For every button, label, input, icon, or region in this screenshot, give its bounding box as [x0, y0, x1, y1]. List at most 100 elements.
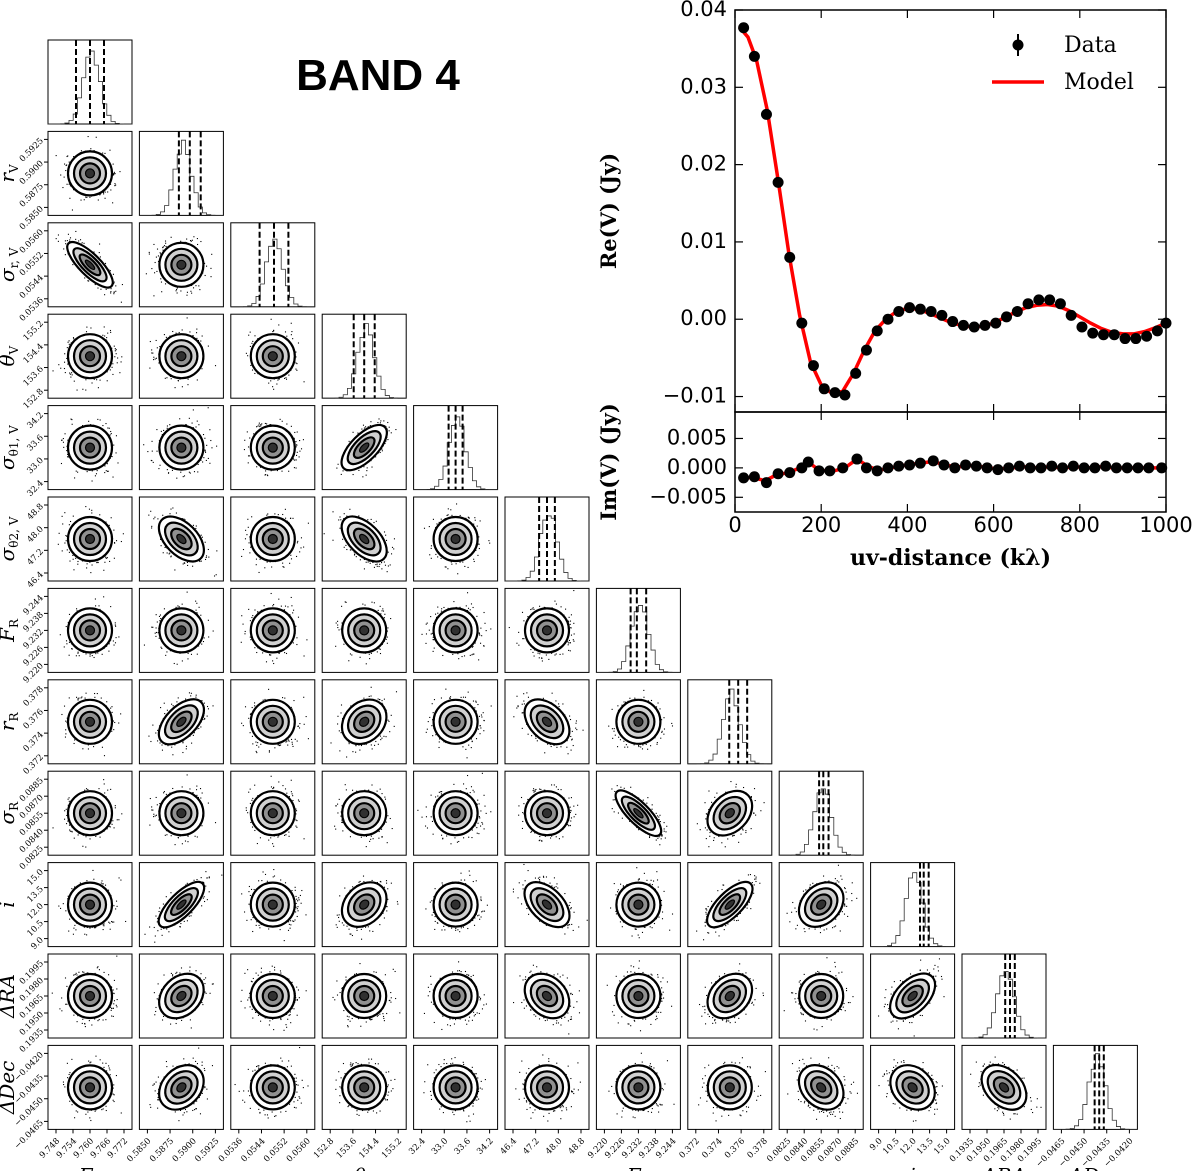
- corner-panel-sigma_theta2_V-vs-sigma_theta1_V: [413, 496, 499, 582]
- data-point: [829, 387, 841, 399]
- corner-panel-r_V-vs-r_V: [138, 130, 224, 216]
- data-point: [760, 108, 772, 120]
- corner-panel-F_R-vs-r_V: [138, 587, 224, 673]
- contour-core: [176, 351, 187, 362]
- corner-panel-sigma_R-vs-sigma_theta2_V: [504, 770, 590, 856]
- x-tick-label: 10.5: [881, 1136, 901, 1156]
- y-tick-label: 0.5900: [18, 159, 46, 187]
- contour-core: [907, 1082, 918, 1093]
- y-tick-label: 152.8: [22, 387, 46, 411]
- y-tick-label: 33.6: [25, 433, 45, 453]
- y-tick-label: 0.378: [22, 685, 46, 709]
- x-tick-label: 154.4: [357, 1136, 381, 1160]
- corner-panel-dDec-vs-i: [870, 1044, 956, 1130]
- data-point: [927, 455, 939, 467]
- legend: Data Model: [992, 33, 1134, 95]
- data-point: [1160, 317, 1172, 329]
- x-tick-label: 600: [974, 513, 1014, 537]
- data-point: [1121, 462, 1133, 474]
- corner-panel-theta_V-vs-F_V: [47, 313, 133, 399]
- contour-core: [267, 808, 278, 819]
- contour-core: [84, 1082, 96, 1093]
- contour-core: [359, 625, 370, 636]
- contour-core: [176, 899, 187, 910]
- contour-core: [541, 716, 553, 727]
- corner-panel-sigma_theta2_V-vs-sigma_r_V: [230, 496, 316, 582]
- data-point: [1130, 333, 1142, 345]
- x-axis-label: σθ1, V: [433, 1163, 478, 1171]
- contour-core: [176, 1082, 187, 1093]
- data-point: [938, 459, 950, 471]
- contour-core: [450, 1082, 461, 1093]
- y-axis-label: rV: [0, 164, 21, 183]
- corner-panel-i-vs-sigma_r_V: [230, 862, 316, 948]
- data-point: [839, 389, 851, 401]
- data-point: [784, 251, 796, 263]
- contour-core: [359, 899, 370, 910]
- corner-panel-theta_V-vs-sigma_r_V: [230, 313, 316, 399]
- y-tick-label: 0.376: [22, 707, 46, 731]
- panel-frame: [961, 953, 1047, 1039]
- x-tick-label: 200: [801, 513, 841, 537]
- contour-core: [816, 990, 827, 1002]
- y-tick-label: 0.03: [680, 74, 727, 98]
- data-point: [860, 344, 872, 356]
- y-tick-label: 0.000: [667, 455, 727, 479]
- corner-panel-sigma_R-vs-F_R: [595, 770, 681, 856]
- corner-panel-theta_V-vs-r_V: [138, 313, 224, 399]
- data-point: [1033, 294, 1045, 306]
- x-tick-label: 0.0552: [262, 1136, 290, 1164]
- y-axis-label: i: [0, 901, 19, 907]
- x-tick-label: 152.8: [312, 1136, 336, 1160]
- contour-core: [84, 716, 96, 727]
- corner-panel-r_R-vs-F_V: [47, 679, 133, 765]
- data-point: [990, 317, 1002, 329]
- data-point: [802, 456, 814, 468]
- panel-frame: [778, 770, 864, 856]
- corner-panel-F_R-vs-sigma_r_V: [230, 587, 316, 673]
- x-axis-label: rR: [720, 1163, 740, 1171]
- x-axis-label: rV: [172, 1163, 191, 1171]
- y-tick-label: 0.5875: [18, 182, 46, 210]
- corner-plot: 9.7489.7549.7609.7669.772FV0.58500.58750…: [0, 39, 1138, 1171]
- y-axis-label: ΔRA: [0, 974, 19, 1019]
- contour-core: [359, 808, 370, 819]
- contour-core: [724, 1082, 735, 1093]
- contour-core: [450, 990, 461, 1002]
- data-point: [760, 477, 772, 489]
- x-tick-label: 0.5850: [125, 1136, 153, 1164]
- histogram: [230, 238, 316, 308]
- corner-panel-i-vs-sigma_theta2_V: [504, 862, 590, 948]
- contour-core: [84, 168, 96, 179]
- x-axis-label: FR: [626, 1163, 651, 1171]
- contour-core: [84, 990, 96, 1002]
- corner-panel-sigma_theta1_V-vs-sigma_theta1_V: [413, 405, 499, 491]
- data-point: [957, 319, 969, 331]
- corner-panel-sigma_r_V-vs-F_V: [47, 222, 133, 308]
- imag-part-panel: −0.005 0.000 0.005 Im(V) (Jy): [596, 403, 1168, 521]
- corner-panel-i-vs-sigma_theta1_V: [413, 862, 499, 948]
- data-point: [738, 472, 750, 484]
- data-point: [850, 367, 862, 379]
- x-tick-label: 0.0560: [285, 1136, 313, 1164]
- contour-core: [541, 899, 553, 910]
- corner-panel-F_R-vs-theta_V: [321, 587, 407, 673]
- x-tick-label: 0.0544: [239, 1136, 267, 1164]
- y-tick-label: 0.0536: [18, 296, 46, 324]
- contour-core: [84, 351, 96, 362]
- data-point: [1013, 460, 1025, 472]
- x-tick-label: 1000: [1139, 513, 1192, 537]
- data-point: [871, 465, 883, 477]
- corner-panel-r_R-vs-F_R: [595, 679, 681, 765]
- corner-panel-F_R-vs-F_R: [595, 587, 681, 673]
- y-axis-i: 9.010.512.013.515.0i: [0, 867, 48, 952]
- data-point: [818, 383, 830, 395]
